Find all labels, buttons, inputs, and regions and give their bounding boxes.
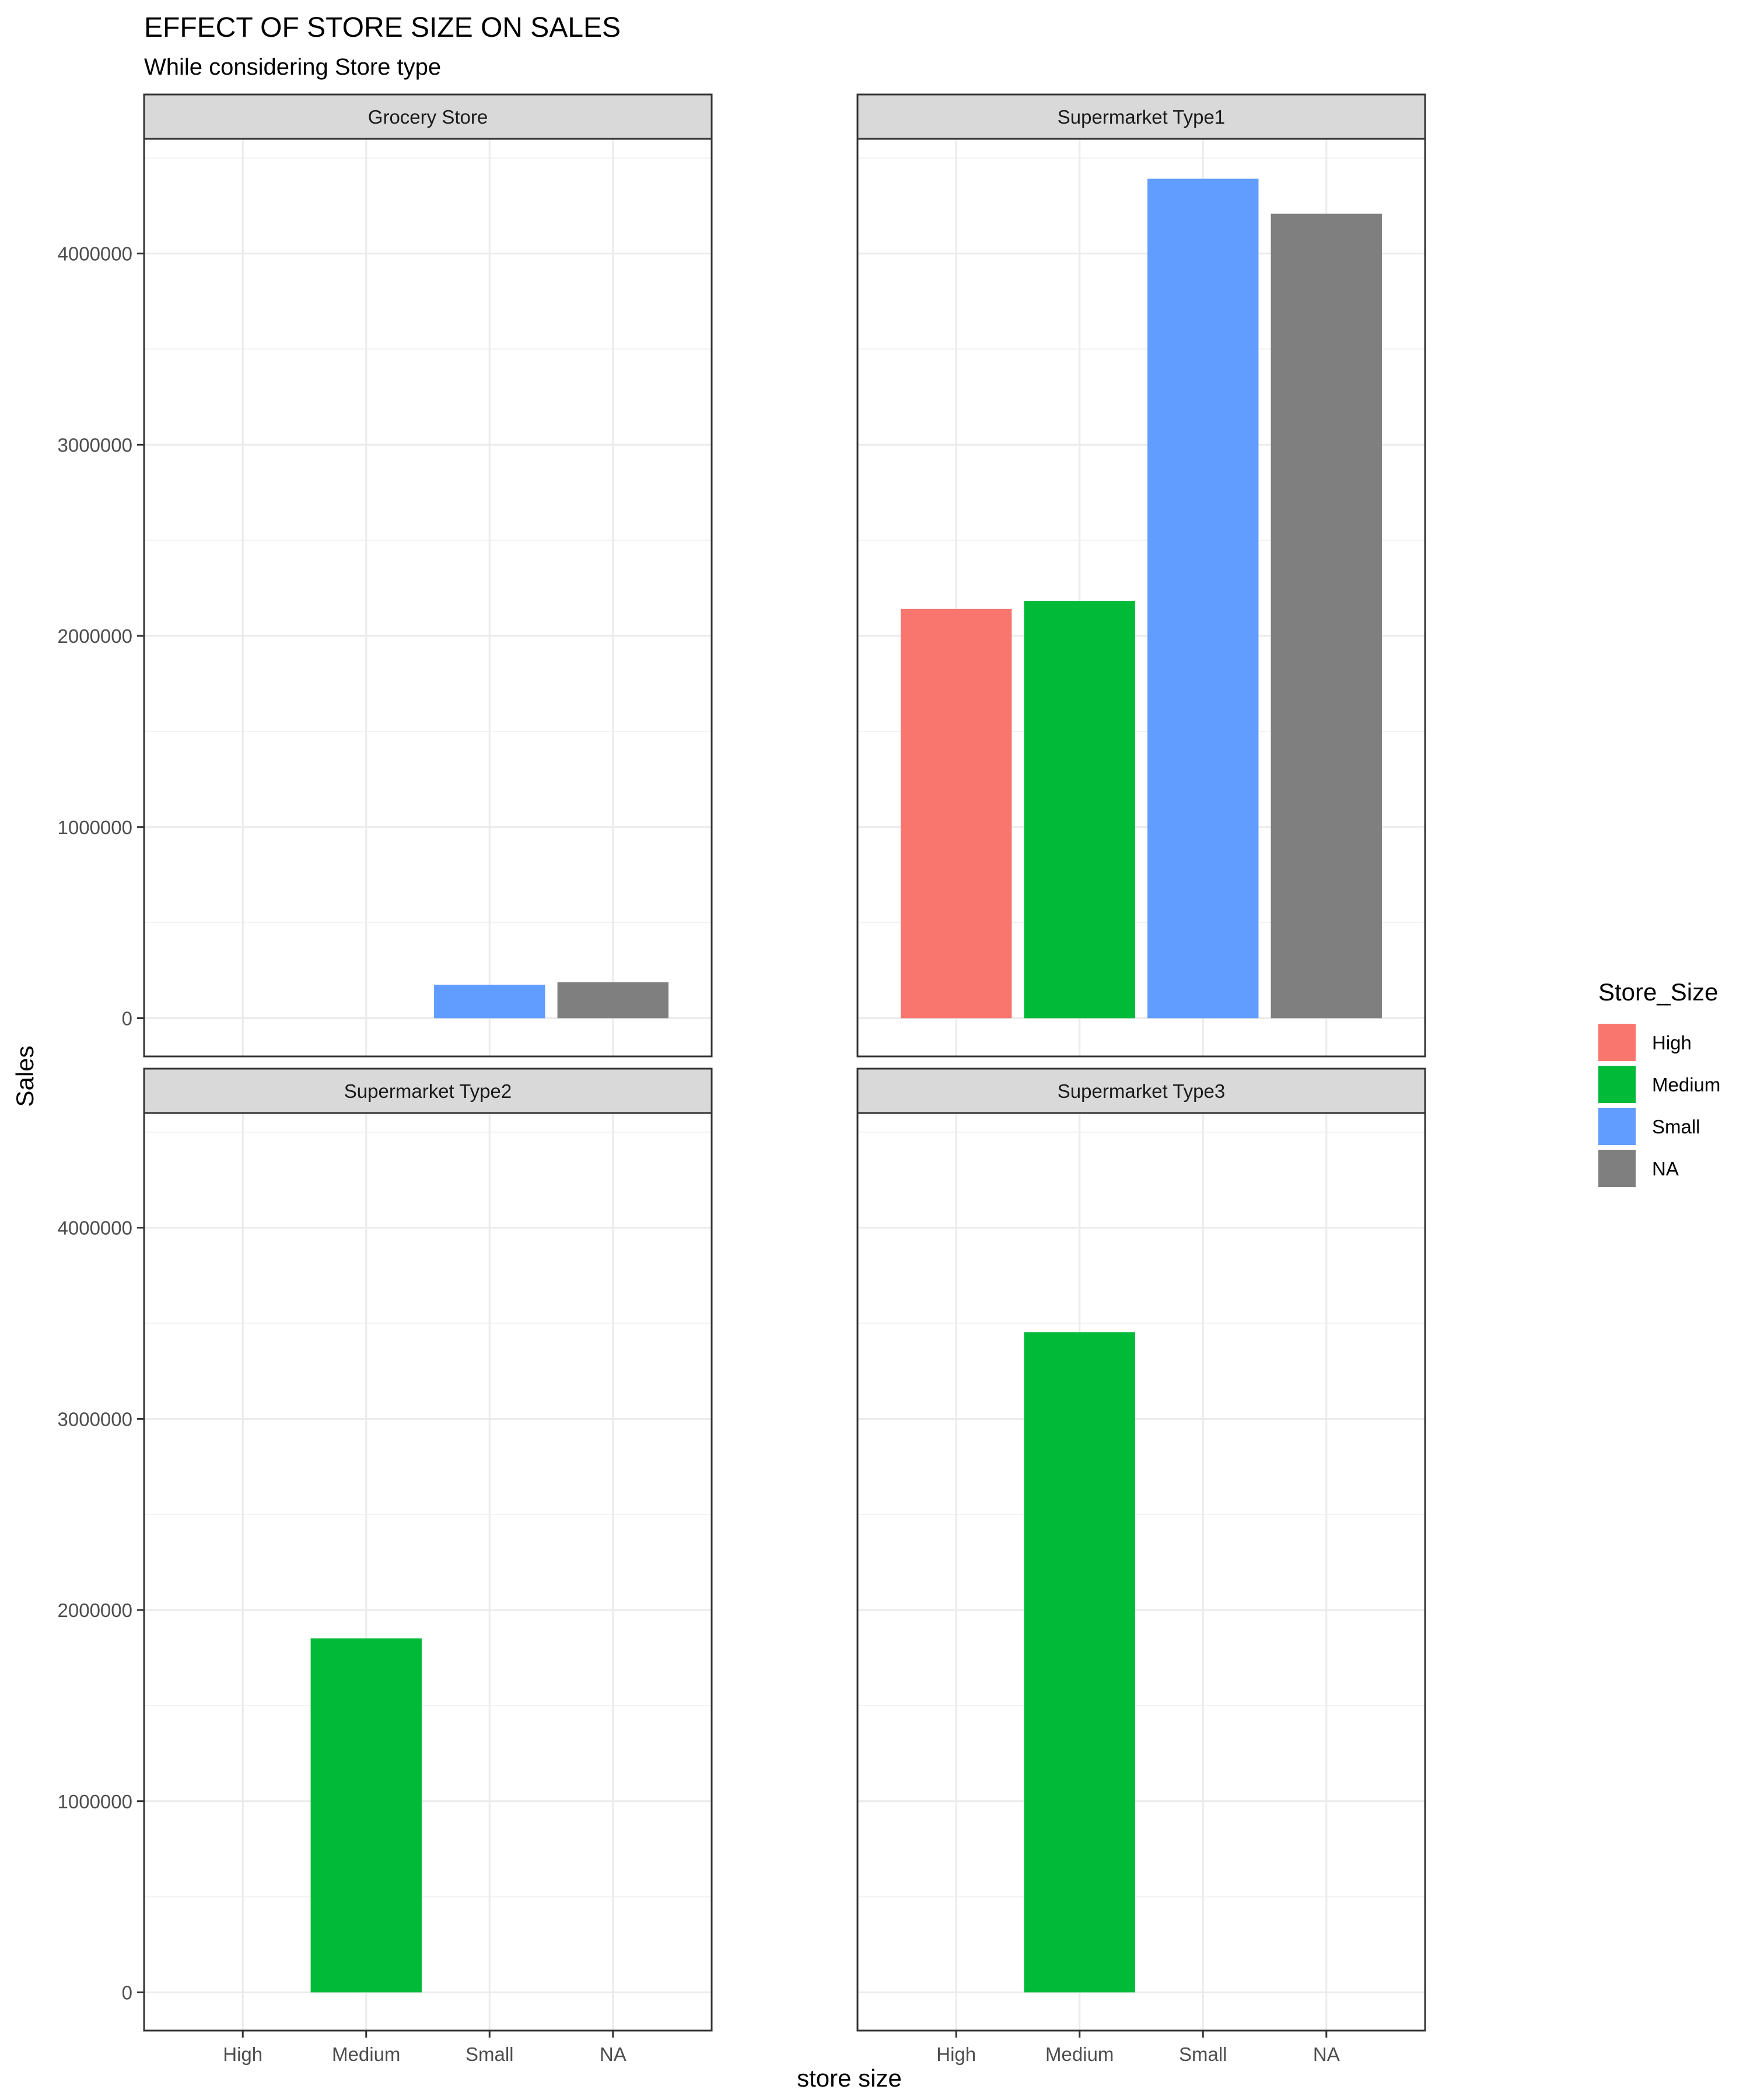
facet-supermarket-type2: Supermarket Type2 0 1000000 2000000 3000000 4… bbox=[58, 1068, 713, 2065]
panel-border bbox=[143, 138, 713, 1058]
bar-supermarket-type1-small bbox=[1147, 178, 1259, 1019]
legend-label: High bbox=[1652, 1032, 1692, 1054]
facet-panels: Grocery Store 0 1000000 2000000 3000000 40000… bbox=[58, 93, 1426, 2065]
x-tick-label: NA bbox=[600, 2043, 626, 2065]
y-tick-label: 3000000 bbox=[58, 434, 132, 456]
legend-item-na: NA bbox=[1598, 1150, 1679, 1187]
chart-subtitle: While considering Store type bbox=[144, 54, 441, 80]
legend-item-high: High bbox=[1598, 1024, 1692, 1061]
facet-supermarket-type3: Supermarket Type3 High Medium Small NA bbox=[856, 1068, 1426, 2065]
facet-strip-label: Grocery Store bbox=[368, 106, 488, 128]
y-tick-label: 1000000 bbox=[58, 817, 132, 838]
bar-supermarket-type2-medium bbox=[310, 1638, 422, 1993]
bar-supermarket-type1-na bbox=[1270, 214, 1382, 1019]
legend-item-small: Small bbox=[1598, 1108, 1700, 1145]
legend: Store_Size High Medium Small NA bbox=[1598, 978, 1720, 1187]
y-tick-label: 2000000 bbox=[58, 625, 132, 647]
x-tick-label: Medium bbox=[1045, 2043, 1114, 2065]
facet-strip-label: Supermarket Type3 bbox=[1058, 1080, 1225, 1102]
y-axis-title: Sales bbox=[11, 1045, 38, 1107]
y-tick-label: 4000000 bbox=[58, 243, 132, 265]
panel-border bbox=[856, 138, 1426, 1058]
panel-background bbox=[144, 139, 712, 1056]
legend-swatch bbox=[1598, 1066, 1636, 1103]
legend-label: Small bbox=[1652, 1116, 1700, 1138]
bar-supermarket-type1-high bbox=[901, 608, 1012, 1019]
facet-strip bbox=[856, 1068, 1426, 1114]
x-tick-label: Small bbox=[1179, 2043, 1227, 2065]
y-tick-label: 1000000 bbox=[58, 1791, 132, 1812]
x-axis-title: store size bbox=[797, 2064, 902, 2092]
facet-strip-label: Supermarket Type2 bbox=[344, 1080, 512, 1102]
x-tick-label: Medium bbox=[332, 2043, 400, 2065]
facet-grocery-store: Grocery Store 0 1000000 2000000 3000000 40000… bbox=[58, 93, 713, 1058]
facet-strip bbox=[143, 1068, 713, 1114]
panel-border bbox=[143, 1112, 713, 2032]
legend-swatch bbox=[1598, 1024, 1636, 1061]
legend-label: Medium bbox=[1652, 1074, 1720, 1096]
chart-title: EFFECT OF STORE SIZE ON SALES bbox=[144, 12, 621, 43]
bar-grocery-store-small bbox=[434, 985, 545, 1019]
facet-strip-label: Supermarket Type1 bbox=[1058, 106, 1225, 128]
legend-swatch bbox=[1598, 1108, 1636, 1145]
panel-background bbox=[144, 1113, 712, 2031]
bar-supermarket-type3-medium bbox=[1024, 1332, 1135, 1993]
legend-item-medium: Medium bbox=[1598, 1066, 1720, 1103]
y-tick-label: 2000000 bbox=[58, 1600, 132, 1621]
x-tick-label: High bbox=[936, 2043, 976, 2065]
y-tick-label: 0 bbox=[122, 1982, 132, 2003]
panel-border bbox=[856, 1112, 1426, 2032]
x-tick-label: High bbox=[223, 2043, 262, 2065]
legend-title: Store_Size bbox=[1598, 978, 1718, 1006]
y-tick-label: 3000000 bbox=[58, 1408, 132, 1430]
y-tick-label: 4000000 bbox=[58, 1217, 132, 1239]
y-tick-label: 0 bbox=[122, 1007, 132, 1029]
x-tick-label: NA bbox=[1313, 2043, 1340, 2065]
facet-supermarket-type1: Supermarket Type1 bbox=[856, 93, 1426, 1058]
bar-supermarket-type1-medium bbox=[1024, 601, 1135, 1019]
panel-background bbox=[858, 1113, 1425, 2031]
facet-strip bbox=[143, 93, 713, 140]
bar-grocery-store-na bbox=[557, 982, 668, 1019]
legend-swatch bbox=[1598, 1150, 1636, 1187]
legend-label: NA bbox=[1652, 1158, 1679, 1180]
x-tick-label: Small bbox=[466, 2043, 514, 2065]
